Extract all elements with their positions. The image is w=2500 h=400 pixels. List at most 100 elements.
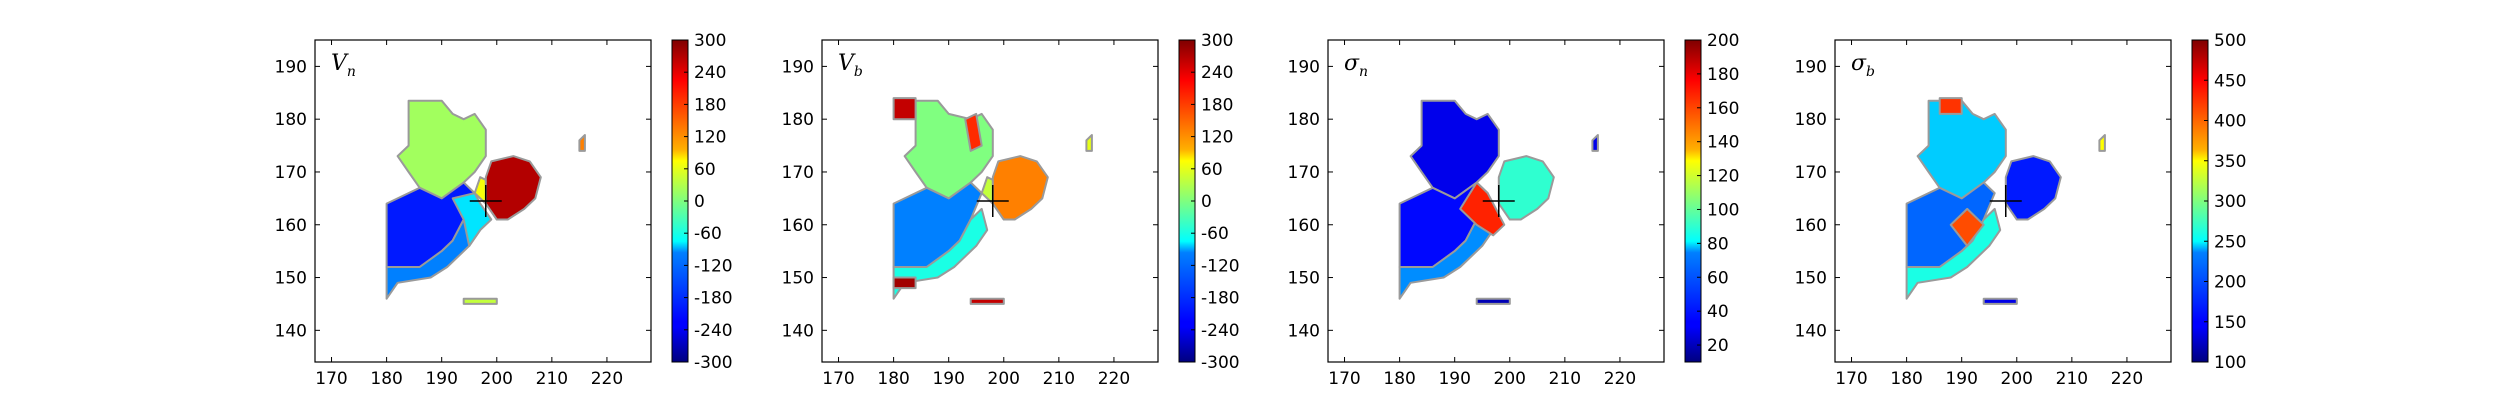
- colorbar-tick-label: 140: [1707, 133, 1739, 153]
- y-tick-label: 140: [782, 321, 814, 341]
- y-tick-label: 190: [275, 57, 307, 77]
- map-area: [1398, 99, 1599, 305]
- colorbar-tick-label: 80: [1707, 234, 1729, 254]
- y-tick-label: 190: [1288, 57, 1320, 77]
- panel-1: 170 180 190 200 210 220 140 150 160 170 180 190 Vn -3…: [275, 31, 733, 389]
- map-region-1: [396, 99, 487, 200]
- panel-2: 170 180 190 200 210 220 140 150 160 170 180 190 Vb -3…: [782, 31, 1240, 389]
- colorbar-tick-label: 100: [1707, 200, 1739, 220]
- axes-frame: [1834, 39, 2172, 363]
- colorbar-tick-label: 40: [1707, 302, 1729, 322]
- map-region-4: [451, 192, 493, 247]
- panel-4: 170 180 190 200 210 220 140 150 160 170 180 190 σb 10…: [1795, 31, 2247, 389]
- map-region-7: [1591, 134, 1599, 152]
- panel-title: Vb: [838, 51, 863, 80]
- colorbar-tick-label: 120: [1201, 128, 1233, 148]
- y-tick-label: 180: [1795, 110, 1827, 130]
- panel-title-subscript: b: [854, 64, 863, 80]
- x-tick-label: 200: [481, 369, 513, 389]
- y-tick-label: 150: [275, 269, 307, 289]
- panel-title: σn: [1344, 51, 1368, 80]
- colorbar-tick-label: 300: [694, 31, 726, 51]
- map-region-6: [484, 155, 542, 221]
- y-tick-label: 180: [275, 110, 307, 130]
- map-region-8: [2098, 134, 2106, 152]
- panel-title: Vn: [331, 51, 356, 80]
- map-region-10: [1085, 134, 1093, 152]
- colorbar-tick-label: 160: [1707, 99, 1739, 119]
- colorbar-tick-label: 250: [2214, 232, 2246, 252]
- y-tick-label: 170: [275, 163, 307, 183]
- x-tick-label: 190: [932, 369, 964, 389]
- colorbar-tick-label: 0: [1201, 192, 1212, 212]
- colorbar-tick-label: 300: [1201, 31, 1233, 51]
- map-region-7: [1982, 297, 2018, 305]
- y-tick-label: 150: [782, 269, 814, 289]
- map-area: [385, 99, 586, 305]
- panel-title-subscript: b: [1866, 64, 1875, 80]
- map-region-9: [969, 297, 1005, 305]
- x-tick-label: 210: [1549, 369, 1581, 389]
- y-tick-label: 170: [1795, 163, 1827, 183]
- map-area: [892, 97, 1093, 305]
- axes-frame: [821, 39, 1159, 363]
- x-tick-label: 220: [1098, 369, 1130, 389]
- y-tick-label: 160: [1288, 216, 1320, 236]
- x-tick-label: 170: [315, 369, 347, 389]
- map-region-4: [1905, 207, 2002, 300]
- map-region-5: [1949, 207, 1985, 247]
- colorbar-tick-label: 180: [694, 95, 726, 115]
- panel-title-subscript: n: [1359, 64, 1368, 80]
- x-tick-label: 210: [1043, 369, 1075, 389]
- colorbar-tick-label: -240: [694, 321, 733, 341]
- x-tick-label: 210: [536, 369, 568, 389]
- y-tick-label: 150: [1288, 269, 1320, 289]
- map-region-2: [1938, 97, 1963, 115]
- x-tick-label: 180: [1890, 369, 1922, 389]
- colorbar-tick-label: 500: [2214, 31, 2246, 51]
- y-tick-label: 160: [275, 216, 307, 236]
- panel-title: σb: [1851, 51, 1875, 80]
- colorbar: [1684, 39, 1702, 363]
- colorbar-tick-label: -300: [1201, 353, 1240, 373]
- map-region-7: [462, 297, 498, 305]
- y-tick-label: 170: [1288, 163, 1320, 183]
- y-tick-label: 180: [1288, 110, 1320, 130]
- x-tick-label: 210: [2056, 369, 2088, 389]
- map-region-3: [964, 112, 983, 152]
- axes-frame: [1327, 39, 1665, 363]
- x-tick-label: 200: [2001, 369, 2033, 389]
- colorbar-tick-label: 240: [694, 63, 726, 83]
- x-tick-label: 180: [370, 369, 402, 389]
- map-region-4: [1459, 181, 1506, 237]
- x-tick-label: 200: [1494, 369, 1526, 389]
- colorbar-tick-label: 20: [1707, 336, 1729, 356]
- colorbar-tick-label: 120: [1707, 167, 1739, 187]
- colorbar-tick-label: -60: [1201, 224, 1229, 244]
- colorbar-tick-label: 300: [2214, 192, 2246, 212]
- colorbar-tick-label: 60: [1707, 268, 1729, 288]
- y-tick-label: 190: [782, 57, 814, 77]
- colorbar-tick-label: 100: [2214, 353, 2246, 373]
- y-tick-label: 140: [1288, 321, 1320, 341]
- x-tick-label: 190: [1945, 369, 1977, 389]
- y-tick-label: 180: [782, 110, 814, 130]
- x-tick-label: 190: [1438, 369, 1470, 389]
- colorbar-tick-label: -60: [694, 224, 722, 244]
- map-region-6: [1475, 297, 1511, 305]
- y-tick-label: 190: [1795, 57, 1827, 77]
- colorbar-tick-label: 200: [1707, 31, 1739, 51]
- colorbar-tick-label: 240: [1201, 63, 1233, 83]
- y-tick-label: 160: [782, 216, 814, 236]
- y-tick-label: 140: [275, 321, 307, 341]
- x-tick-label: 200: [988, 369, 1020, 389]
- colorbar-tick-label: 120: [694, 128, 726, 148]
- x-tick-label: 180: [1383, 369, 1415, 389]
- x-tick-label: 220: [2111, 369, 2143, 389]
- map-region-8: [892, 276, 917, 290]
- panel-3: 170 180 190 200 210 220 140 150 160 170 180 190 σn 20…: [1288, 31, 1740, 389]
- x-tick-label: 220: [591, 369, 623, 389]
- x-tick-label: 170: [822, 369, 854, 389]
- y-tick-label: 170: [782, 163, 814, 183]
